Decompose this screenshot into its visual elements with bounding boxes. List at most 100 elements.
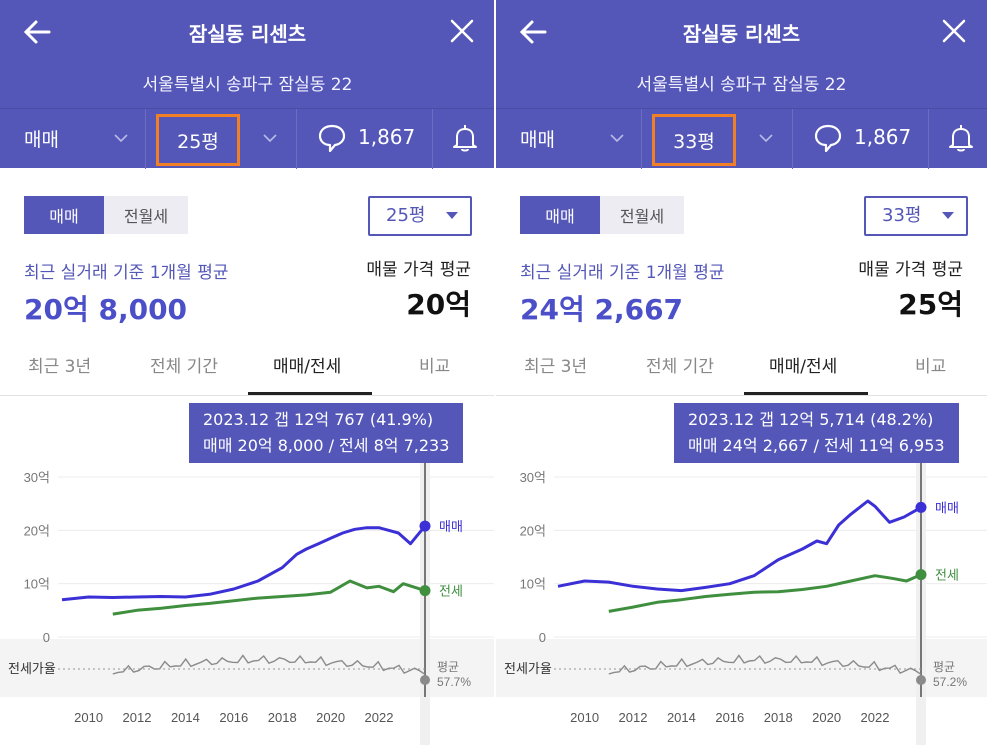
trade-segment: 매매 전월세 <box>24 196 188 234</box>
tab-sale-rent[interactable]: 매매/전세 <box>273 357 342 377</box>
trade-type-select[interactable]: 매매 <box>520 129 555 151</box>
size-select[interactable]: 25평 <box>156 114 240 166</box>
series-end-label: 전세 <box>935 568 959 583</box>
size-dropdown[interactable]: 33평 <box>864 196 968 236</box>
x-tick-label: 2020 <box>316 710 345 725</box>
divider <box>145 109 146 169</box>
page-title: 잠실동 리센츠 <box>682 22 801 46</box>
price-chart: 30억 20억 10억 0 2010 2012 2014 2016 2018 2020 2022 매매… <box>0 397 495 745</box>
x-tick-label: 2014 <box>667 710 696 725</box>
comment-count[interactable]: 1,867 <box>358 125 416 149</box>
x-tick-label: 2022 <box>861 710 890 725</box>
segment-sale[interactable]: 매매 <box>520 196 600 234</box>
tab-recent-3y[interactable]: 최근 3년 <box>28 357 92 377</box>
ask-label: 매물 가격 평균 <box>858 260 963 280</box>
chart-tooltip: 2023.12 갭 12억 767 (41.9%) 매매 20억 8,000 /… <box>189 403 464 463</box>
y-tick-label: 20억 <box>520 523 546 538</box>
divider <box>641 109 642 169</box>
series-end-point <box>915 501 927 513</box>
panel-divider <box>494 0 497 745</box>
average-label: 평균 <box>437 660 459 674</box>
tab-compare[interactable]: 비교 <box>419 357 451 377</box>
segment-rent[interactable]: 전월세 <box>123 207 169 226</box>
segment-sale[interactable]: 매매 <box>24 196 104 234</box>
x-tick-label: 2012 <box>123 710 152 725</box>
x-tick-label: 2010 <box>74 710 103 725</box>
chevron-down-icon[interactable] <box>114 133 128 143</box>
close-icon[interactable] <box>941 18 967 44</box>
ratio-label: 전세가율 <box>8 661 56 676</box>
x-tick-label: 2022 <box>365 710 394 725</box>
series-end-label: 매매 <box>439 519 463 534</box>
series-end-point <box>419 585 431 597</box>
y-tick-label: 10억 <box>520 577 546 592</box>
ratio-end-point <box>420 675 430 685</box>
y-tick-label: 30억 <box>24 470 50 485</box>
divider <box>792 109 793 169</box>
tab-all-period[interactable]: 전체 기간 <box>646 357 714 377</box>
size-dropdown[interactable]: 25평 <box>368 196 472 236</box>
x-tick-label: 2016 <box>219 710 248 725</box>
close-icon[interactable] <box>449 18 475 44</box>
chevron-down-icon[interactable] <box>263 133 277 143</box>
caret-down-icon <box>942 212 954 219</box>
comment-icon[interactable] <box>813 123 843 153</box>
trade-type-select[interactable]: 매매 <box>24 129 59 151</box>
ratio-end-point <box>916 675 926 685</box>
toolbar: 매매 33평 1,867 <box>496 108 987 169</box>
header: 잠실동 리센츠 서울특별시 송파구 잠실동 22 <box>0 0 495 108</box>
x-tick-label: 2010 <box>570 710 599 725</box>
bell-icon[interactable] <box>452 123 478 153</box>
tooltip-line-2: 매매 24억 2,667 / 전세 11억 6,953 <box>688 436 945 455</box>
comment-count[interactable]: 1,867 <box>854 125 912 149</box>
x-tick-label: 2020 <box>812 710 841 725</box>
panel-25: 잠실동 리센츠 서울특별시 송파구 잠실동 22 매매 25평 1,867 매매… <box>0 0 495 745</box>
active-tab-underline <box>744 392 868 395</box>
divider <box>432 109 433 169</box>
ratio-band <box>496 639 987 697</box>
recent-price: 20억 8,000 <box>24 293 188 326</box>
bell-icon[interactable] <box>948 123 974 153</box>
comment-icon[interactable] <box>317 123 347 153</box>
chevron-down-icon[interactable] <box>610 133 624 143</box>
series-line-sale <box>61 525 427 602</box>
series-line-sale <box>557 499 922 593</box>
caret-down-icon <box>446 212 458 219</box>
page-title: 잠실동 리센츠 <box>188 22 307 46</box>
back-arrow-icon[interactable] <box>22 18 52 46</box>
series-end-label: 매매 <box>935 500 959 515</box>
size-dropdown-value: 25평 <box>386 205 426 226</box>
tooltip-line-1: 2023.12 갭 12억 767 (41.9%) <box>203 410 434 429</box>
tab-recent-3y[interactable]: 최근 3년 <box>524 357 588 377</box>
chart-tooltip: 2023.12 갭 12억 5,714 (48.2%) 매매 24억 2,667… <box>674 403 959 463</box>
header: 잠실동 리센츠 서울특별시 송파구 잠실동 22 <box>496 0 987 108</box>
panel-33: 잠실동 리센츠 서울특별시 송파구 잠실동 22 매매 33평 1,867 매매… <box>496 0 987 745</box>
chevron-down-icon[interactable] <box>759 133 773 143</box>
tooltip-line-2: 매매 20억 8,000 / 전세 8억 7,233 <box>203 436 450 455</box>
size-select[interactable]: 33평 <box>652 114 736 166</box>
tab-all-period[interactable]: 전체 기간 <box>150 357 218 377</box>
series-line-jeonse <box>112 579 426 616</box>
series-end-point <box>419 520 431 532</box>
chart-svg: 30억 20억 10억 0 2010 2012 2014 2016 2018 2020 2022 매매… <box>0 463 495 745</box>
recent-price: 24억 2,667 <box>520 293 684 326</box>
recent-label: 최근 실거래 기준 1개월 평균 <box>520 263 725 283</box>
x-tick-label: 2018 <box>268 710 297 725</box>
tab-compare[interactable]: 비교 <box>915 357 947 377</box>
divider <box>928 109 929 169</box>
size-dropdown-value: 33평 <box>882 205 922 226</box>
address: 서울특별시 송파구 잠실동 22 <box>636 75 847 95</box>
series-end-label: 전세 <box>439 584 463 599</box>
x-tick-label: 2012 <box>619 710 648 725</box>
period-tabs: 최근 3년 전체 기간 매매/전세 비교 <box>496 342 987 396</box>
ask-price: 25억 <box>898 288 963 321</box>
x-tick-label: 2016 <box>715 710 744 725</box>
tooltip-line-1: 2023.12 갭 12억 5,714 (48.2%) <box>688 410 934 429</box>
series-end-point <box>915 569 927 581</box>
back-arrow-icon[interactable] <box>518 18 548 46</box>
period-tabs: 최근 3년 전체 기간 매매/전세 비교 <box>0 342 495 396</box>
tab-sale-rent[interactable]: 매매/전세 <box>769 357 838 377</box>
y-tick-label: 0 <box>539 630 546 645</box>
segment-rent[interactable]: 전월세 <box>619 207 665 226</box>
divider <box>296 109 297 169</box>
